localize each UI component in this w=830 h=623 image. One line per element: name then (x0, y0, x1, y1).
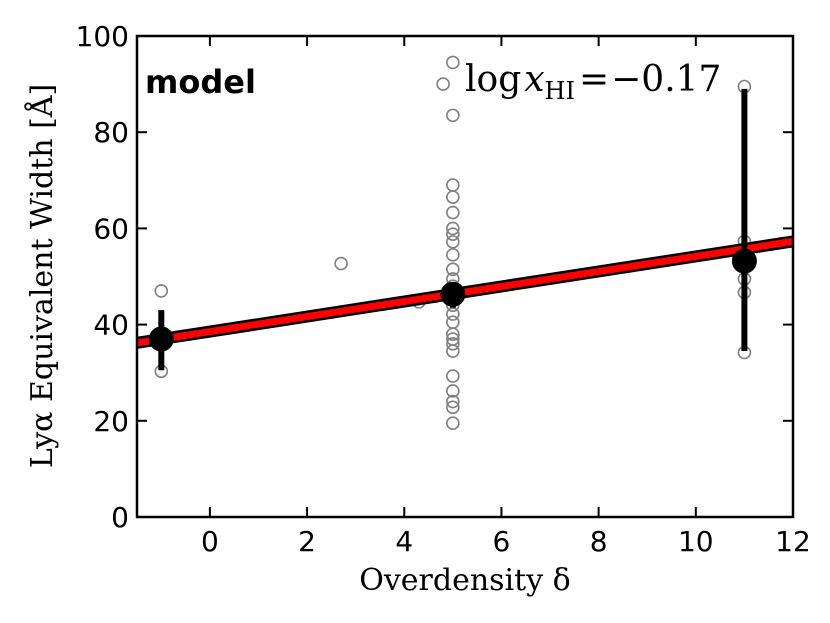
y-tick-label: 40 (93, 309, 129, 342)
y-tick-label: 20 (93, 405, 129, 438)
scatter-point (334, 256, 348, 271)
annotation-prefix: log (465, 59, 521, 100)
annotation-equals: = (579, 59, 609, 100)
scatter-point (446, 400, 460, 415)
x-axis-label: Overdensity δ (359, 563, 571, 598)
scatter-point (446, 394, 460, 409)
x-tick-label: 6 (493, 525, 511, 558)
scatter-point (154, 284, 169, 298)
x-tick-label: 4 (395, 525, 413, 558)
scatter-point (446, 344, 460, 358)
x-tick-label: 0 (201, 525, 219, 558)
scatter-point (446, 55, 460, 70)
x-tick-label: 10 (678, 525, 714, 558)
y-tick-label: 60 (93, 212, 129, 245)
scatter-point (446, 337, 460, 351)
scatter-point (446, 227, 460, 241)
x-tick-label: 8 (590, 525, 608, 558)
scatter-point (446, 307, 460, 321)
scatter-point (446, 248, 460, 262)
scatter-point (446, 416, 460, 431)
scatter-point (446, 327, 460, 342)
scatter-point (446, 221, 460, 236)
axis-ticks: 0 2 4 6 8 10 12 0 20 40 60 80 100 (76, 20, 811, 558)
scatter-point (446, 315, 460, 329)
scatter-point (446, 235, 460, 249)
scatter-point (446, 108, 460, 123)
scatter-point (436, 77, 450, 91)
y-tick-label: 80 (93, 116, 129, 149)
y-tick-label: 0 (111, 501, 129, 534)
scatter-point (446, 205, 460, 220)
scatter-point (446, 178, 460, 192)
scatter-point (446, 190, 460, 204)
x-tick-label: 12 (775, 525, 811, 558)
plot-frame (135, 34, 795, 519)
mean-point (440, 281, 466, 307)
scatter-point (446, 384, 460, 398)
x-tick-label: 2 (298, 525, 316, 558)
mean-point (731, 248, 757, 274)
scatter-point (446, 262, 460, 277)
mean-point (148, 326, 174, 352)
scatter-point (446, 369, 460, 383)
y-axis-label: Lyα Equivalent Width [Å] (24, 84, 60, 468)
annotation-value: −0.17 (611, 59, 721, 100)
svg-text:logxHI=−0.17: logxHI =−0.17 (465, 59, 721, 105)
panel-label: model (145, 63, 256, 101)
y-tick-label: 100 (76, 20, 129, 53)
annotation-log-xhi: logxHI =−0.17 (465, 59, 721, 105)
annotation-sub: HI (545, 77, 575, 105)
plot-area (137, 55, 793, 431)
annotation-var: x (524, 59, 544, 100)
